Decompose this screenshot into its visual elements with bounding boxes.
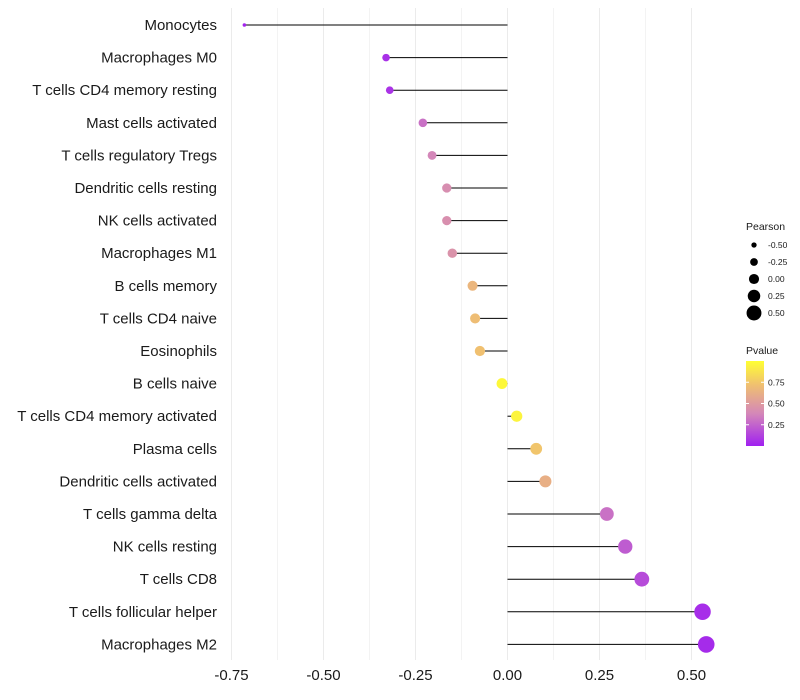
color-legend-title: Pvalue bbox=[746, 345, 778, 357]
point-macrophages-m2 bbox=[697, 636, 715, 653]
x-tick-label: 0.00 bbox=[493, 667, 522, 684]
category-label-macrophages-m0: Macrophages M0 bbox=[101, 50, 217, 67]
color-legend: Pvalue 0.25 0.50 0.75 bbox=[746, 345, 785, 446]
point-macrophages-m0 bbox=[382, 53, 390, 62]
category-label-t-cells-cd4-naive: T cells CD4 naive bbox=[100, 310, 217, 327]
stem-layer bbox=[244, 24, 707, 645]
category-label-t-cells-gamma-delta: T cells gamma delta bbox=[83, 506, 218, 523]
point-dendritic-cells-resting bbox=[442, 183, 452, 193]
size-legend: Pearson -0.50 -0.25 0.00 0.25 0.50 bbox=[746, 221, 788, 321]
point-b-cells-naive bbox=[496, 378, 508, 390]
category-label-dendritic-cells-resting: Dendritic cells resting bbox=[74, 180, 217, 197]
category-label-mast-cells-activated: Mast cells activated bbox=[86, 115, 217, 132]
point-t-cells-follicular-helper bbox=[694, 603, 711, 621]
category-labels: Monocytes Macrophages M0 T cells CD4 memor… bbox=[17, 17, 217, 653]
x-axis-ticks: -0.75 -0.50 -0.25 0.00 0.25 0.50 bbox=[214, 667, 706, 684]
point-dendritic-cells-activated bbox=[539, 475, 552, 488]
grid-layer bbox=[231, 8, 692, 660]
category-label-eosinophils: Eosinophils bbox=[140, 343, 217, 360]
point-t-cells-gamma-delta bbox=[599, 507, 614, 521]
category-label-t-cells-cd4-memory-resting: T cells CD4 memory resting bbox=[32, 82, 217, 99]
colorbar-tick-label: 0.50 bbox=[768, 399, 785, 409]
point-mast-cells-activated bbox=[418, 118, 428, 128]
category-label-dendritic-cells-activated: Dendritic cells activated bbox=[59, 473, 217, 490]
point-nk-cells-activated bbox=[442, 215, 452, 226]
category-label-monocytes: Monocytes bbox=[144, 17, 217, 34]
point-layer bbox=[242, 23, 715, 653]
size-legend-key bbox=[748, 273, 760, 285]
point-nk-cells-resting bbox=[618, 539, 633, 554]
size-legend-key bbox=[751, 242, 757, 248]
category-label-nk-cells-resting: NK cells resting bbox=[113, 539, 217, 556]
x-tick-label: -0.75 bbox=[214, 667, 248, 684]
size-legend-label: 0.25 bbox=[768, 291, 785, 301]
pvalue-colorbar bbox=[746, 361, 764, 446]
point-plasma-cells bbox=[530, 442, 543, 455]
point-b-cells-memory bbox=[467, 280, 478, 291]
size-legend-label: 0.00 bbox=[768, 274, 785, 284]
x-tick-label: 0.50 bbox=[677, 667, 706, 684]
category-label-b-cells-naive: B cells naive bbox=[133, 376, 217, 393]
size-legend-label: 0.50 bbox=[768, 308, 785, 318]
category-label-b-cells-memory: B cells memory bbox=[114, 278, 217, 295]
category-label-t-cells-cd8: T cells CD8 bbox=[140, 571, 217, 588]
x-tick-label: -0.50 bbox=[306, 667, 340, 684]
size-legend-key bbox=[750, 258, 758, 266]
point-t-cells-cd4-naive bbox=[470, 313, 481, 324]
point-macrophages-m1 bbox=[447, 248, 458, 258]
category-label-t-cells-regulatory-tregs: T cells regulatory Tregs bbox=[61, 147, 217, 164]
x-tick-label: -0.25 bbox=[398, 667, 432, 684]
colorbar-tick-label: 0.25 bbox=[768, 420, 785, 430]
point-t-cells-cd4-memory-activated bbox=[511, 410, 523, 422]
point-t-cells-regulatory-tregs bbox=[427, 150, 437, 160]
point-t-cells-cd8 bbox=[634, 571, 650, 587]
category-label-macrophages-m1: Macrophages M1 bbox=[101, 245, 217, 262]
x-tick-label: 0.25 bbox=[585, 667, 614, 684]
colorbar-tick-label: 0.75 bbox=[768, 377, 785, 387]
point-monocytes bbox=[242, 23, 247, 27]
category-label-t-cells-follicular-helper: T cells follicular helper bbox=[69, 604, 217, 621]
size-legend-label: -0.50 bbox=[768, 240, 788, 250]
point-eosinophils bbox=[474, 345, 486, 357]
category-label-macrophages-m2: Macrophages M2 bbox=[101, 636, 217, 653]
size-legend-key bbox=[746, 305, 762, 321]
category-label-t-cells-cd4-memory-activated: T cells CD4 memory activated bbox=[17, 408, 217, 425]
point-t-cells-cd4-memory-resting bbox=[385, 86, 394, 95]
category-label-nk-cells-activated: NK cells activated bbox=[98, 213, 217, 230]
category-label-plasma-cells: Plasma cells bbox=[133, 441, 217, 458]
size-legend-title: Pearson bbox=[746, 221, 785, 233]
size-legend-label: -0.25 bbox=[768, 257, 788, 267]
size-legend-key bbox=[747, 289, 761, 303]
